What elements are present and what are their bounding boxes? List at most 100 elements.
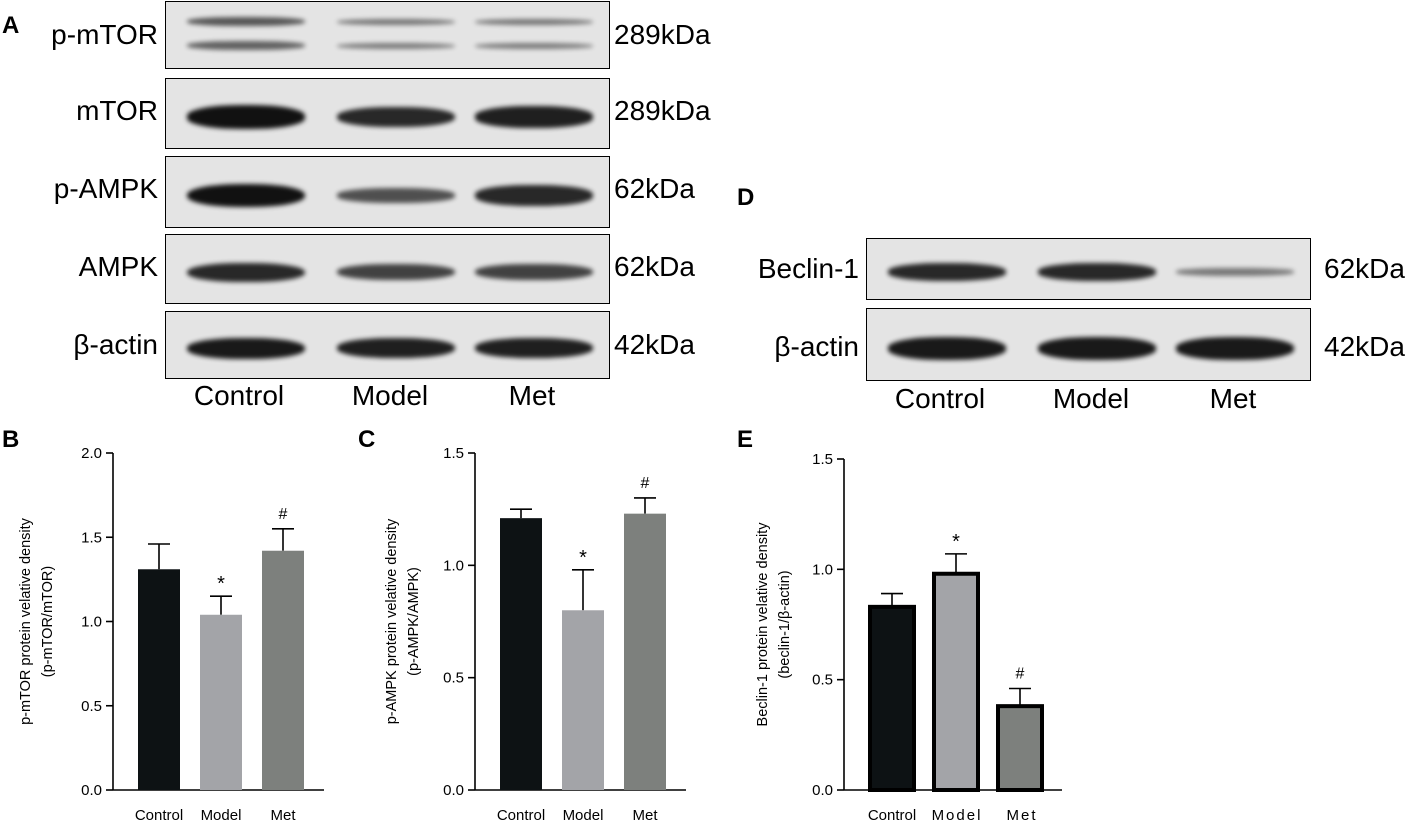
lane-label: Met	[1209, 383, 1257, 414]
blot-band	[474, 18, 593, 25]
y-tick-label: 0.5	[443, 670, 464, 687]
y-tick-label: 1.0	[81, 614, 102, 631]
blot-row-label: p-AMPK	[53, 173, 158, 204]
panel-letter-c: C	[358, 426, 376, 453]
blot-row-label: β-actin	[73, 329, 158, 360]
lane-label: Control	[894, 383, 986, 414]
molecular-weight-label: 289kDa	[614, 19, 711, 50]
lane-label: Control	[193, 380, 285, 411]
blot-image	[866, 308, 1311, 381]
y-tick-label: 1.5	[81, 529, 102, 546]
x-category-label: Control	[868, 807, 916, 824]
blot-band	[474, 264, 593, 281]
y-axis-label: Beclin-1 protein velative density	[755, 522, 771, 727]
panel-letter-b: B	[2, 426, 20, 453]
blot-band	[186, 337, 305, 359]
bar	[500, 518, 542, 790]
blot-band	[186, 41, 305, 50]
y-tick-label: 0.5	[81, 698, 102, 715]
bar	[868, 604, 916, 793]
y-axis-label: p-mTOR protein velative density	[18, 517, 34, 725]
significance-marker: #	[279, 506, 288, 523]
blot-band	[337, 106, 456, 127]
y-axis-label-secondary: (beclin-1/β-actin)	[777, 570, 793, 678]
y-tick-label: 0.5	[812, 672, 833, 689]
blot-band	[337, 264, 456, 281]
blot-image	[165, 311, 610, 379]
blot-band	[337, 188, 456, 203]
blot-row-label: mTOR	[76, 95, 158, 126]
x-category-label: Met	[270, 807, 296, 824]
significance-marker: *	[952, 531, 960, 553]
blot-image	[866, 238, 1311, 300]
blot-band	[474, 338, 593, 359]
blot-row-label: Beclin-1	[757, 253, 859, 284]
blot-row-label: β-actin	[774, 331, 859, 362]
y-tick-label: 1.5	[812, 451, 833, 468]
blot-band	[474, 185, 593, 206]
blot-image	[165, 78, 610, 149]
molecular-weight-label: 289kDa	[614, 95, 711, 126]
blot-band	[186, 105, 305, 129]
y-tick-label: 1.5	[443, 445, 464, 462]
blot-band	[887, 263, 1006, 281]
x-category-label: Model	[563, 807, 604, 824]
blot-image	[165, 1, 610, 69]
x-category-label: Met	[632, 807, 658, 824]
x-category-label: Model	[932, 807, 983, 824]
blot-band	[887, 336, 1006, 360]
molecular-weight-label: 42kDa	[614, 329, 695, 360]
y-tick-label: 1.0	[443, 557, 464, 574]
blot-band	[337, 18, 456, 25]
panel-letter-a: A	[2, 12, 20, 39]
blot-band	[337, 338, 456, 359]
y-tick-label: 0.0	[81, 782, 102, 799]
molecular-weight-label: 62kDa	[1324, 253, 1405, 284]
lane-label: Model	[1052, 383, 1130, 414]
blot-row-label: AMPK	[78, 251, 158, 282]
y-axis-label-secondary: (p-AMPK/AMPK)	[406, 567, 422, 676]
x-category-label: Met	[1006, 807, 1037, 824]
bar	[262, 550, 304, 790]
y-tick-label: 1.0	[812, 561, 833, 578]
y-tick-label: 2.0	[81, 445, 102, 462]
bar	[138, 569, 180, 790]
blot-image	[165, 234, 610, 304]
molecular-weight-label: 62kDa	[614, 173, 695, 204]
lane-label: Met	[508, 380, 556, 411]
bar	[932, 571, 980, 792]
blot-band	[186, 183, 305, 208]
significance-marker: *	[579, 547, 587, 569]
y-axis-label: p-AMPK protein velative density	[384, 518, 400, 724]
blot-band	[337, 42, 456, 49]
bar	[200, 614, 242, 790]
bar	[996, 704, 1044, 792]
y-axis-label-secondary: (p-mTOR/mTOR)	[40, 566, 56, 677]
blot-row-label: p-mTOR	[51, 19, 158, 50]
blot-band	[186, 17, 305, 27]
significance-marker: #	[641, 475, 650, 492]
x-category-label: Control	[497, 807, 545, 824]
blot-band	[1175, 268, 1294, 276]
blot-band	[474, 106, 593, 128]
bar	[624, 513, 666, 790]
molecular-weight-label: 42kDa	[1324, 331, 1405, 362]
x-category-label: Control	[135, 807, 183, 824]
y-tick-label: 0.0	[443, 782, 464, 799]
panel-letter-d: D	[737, 184, 755, 211]
molecular-weight-label: 62kDa	[614, 251, 695, 282]
blot-band	[474, 42, 593, 49]
blot-band	[186, 262, 305, 283]
x-category-label: Model	[201, 807, 242, 824]
blot-band	[1175, 336, 1294, 360]
blot-band	[1038, 263, 1157, 281]
blot-band	[1038, 336, 1157, 360]
significance-marker: #	[1016, 665, 1025, 682]
significance-marker: *	[217, 573, 225, 595]
blot-image	[165, 156, 610, 228]
lane-label: Model	[351, 380, 429, 411]
y-tick-label: 0.0	[812, 782, 833, 799]
bar	[562, 610, 604, 790]
